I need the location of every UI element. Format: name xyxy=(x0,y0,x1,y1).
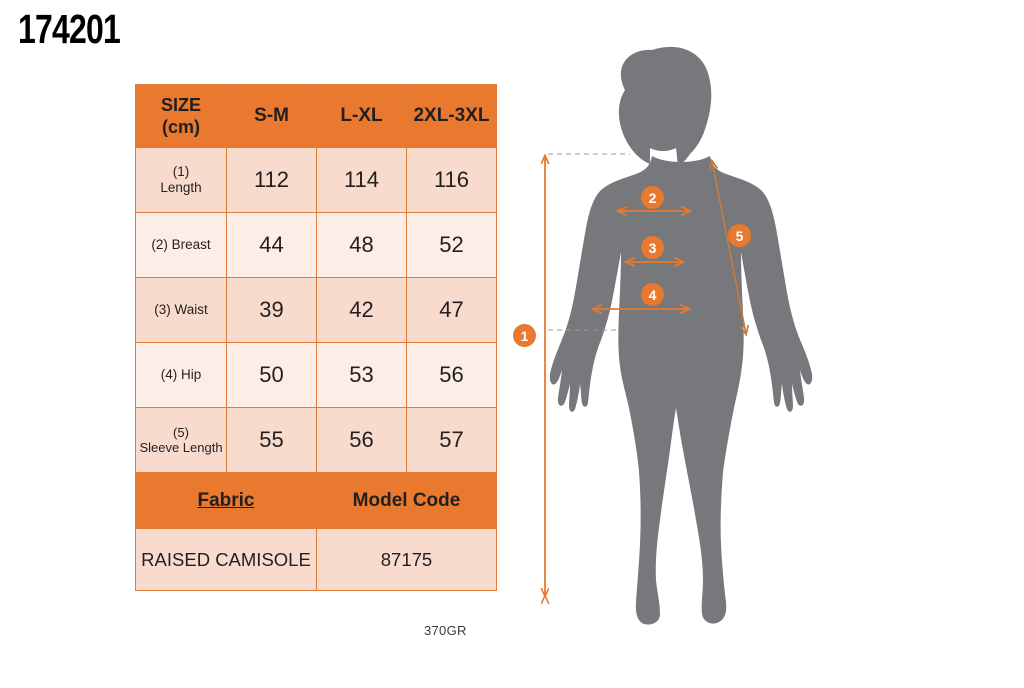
fabric-weight-label: 370GR xyxy=(424,623,467,638)
cell-model-code-value: 87175 xyxy=(316,528,497,591)
row-label-waist: (3) Waist xyxy=(135,277,227,343)
row-label-length: (1) Length xyxy=(135,147,227,213)
row-label-breast: (2) Breast xyxy=(135,212,227,278)
header-size-label: SIZE xyxy=(160,95,201,115)
table-row: (4) Hip 50 53 56 xyxy=(135,342,497,408)
size-chart-table: SIZE (cm) S-M L-XL 2XL-3XL (1) Length 11… xyxy=(135,84,497,591)
cell-breast-sm: 44 xyxy=(226,212,317,278)
cell-hip-sm: 50 xyxy=(226,342,317,408)
row-label-line1: (1) xyxy=(172,164,190,179)
header-size-unit: (cm) xyxy=(161,117,200,137)
row-label-line2: Length xyxy=(160,180,202,195)
header-col-sm: S-M xyxy=(226,84,317,148)
cell-breast-2xl3xl: 52 xyxy=(406,212,497,278)
marker-5: 5 xyxy=(728,224,751,247)
page-title: 174201 xyxy=(18,6,121,52)
cell-fabric-value: RAISED CAMISOLE xyxy=(135,528,317,591)
table-row: (2) Breast 44 48 52 xyxy=(135,212,497,278)
cell-waist-lxl: 42 xyxy=(316,277,407,343)
row-label-hip: (4) Hip xyxy=(135,342,227,408)
header-col-lxl: L-XL xyxy=(316,84,407,148)
row-label-line2: Sleeve Length xyxy=(139,440,223,455)
marker-3: 3 xyxy=(641,236,664,259)
row-label-sleeve-length: (5) Sleeve Length xyxy=(135,407,227,473)
table-row: (3) Waist 39 42 47 xyxy=(135,277,497,343)
measurement-diagram: 1 2 3 4 5 xyxy=(500,30,880,650)
header-col-2xl3xl: 2XL-3XL xyxy=(406,84,497,148)
row-label-line1: (5) xyxy=(173,425,189,440)
cell-sleeve-sm: 55 xyxy=(226,407,317,473)
table-row: (1) Length 112 114 116 xyxy=(135,147,497,213)
measure-arrow-sleeve xyxy=(712,161,746,334)
footer-header-row: Fabric Model Code xyxy=(135,472,497,529)
cell-length-sm: 112 xyxy=(226,147,317,213)
marker-1: 1 xyxy=(513,324,536,347)
female-silhouette-icon xyxy=(549,46,813,625)
cell-breast-lxl: 48 xyxy=(316,212,407,278)
measure-guide-lines xyxy=(548,153,630,331)
marker-4: 4 xyxy=(641,283,664,306)
cell-length-2xl3xl: 116 xyxy=(406,147,497,213)
header-size-cm: SIZE (cm) xyxy=(135,84,227,148)
cell-waist-sm: 39 xyxy=(226,277,317,343)
header-fabric: Fabric xyxy=(135,472,317,529)
cell-hip-2xl3xl: 56 xyxy=(406,342,497,408)
table-row: (5) Sleeve Length 55 56 57 xyxy=(135,407,497,473)
cell-sleeve-lxl: 56 xyxy=(316,407,407,473)
table-header-row: SIZE (cm) S-M L-XL 2XL-3XL xyxy=(135,84,497,148)
marker-2: 2 xyxy=(641,186,664,209)
cell-length-lxl: 114 xyxy=(316,147,407,213)
header-model-code: Model Code xyxy=(316,472,497,529)
cell-sleeve-2xl3xl: 57 xyxy=(406,407,497,473)
cell-waist-2xl3xl: 47 xyxy=(406,277,497,343)
cell-hip-lxl: 53 xyxy=(316,342,407,408)
footer-value-row: RAISED CAMISOLE 87175 xyxy=(135,528,497,591)
